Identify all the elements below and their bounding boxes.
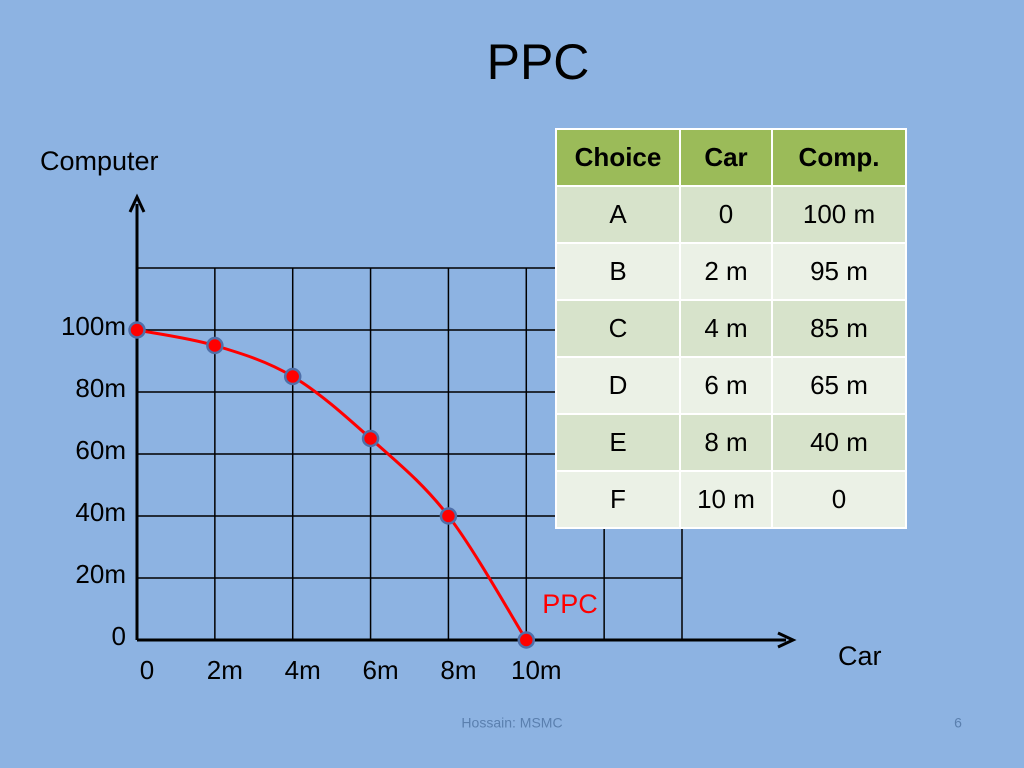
table-cell: 100 m xyxy=(771,185,907,244)
y-tick-label: 60m xyxy=(75,435,126,465)
data-point xyxy=(439,507,458,525)
data-point xyxy=(206,336,224,355)
header-cell: Car xyxy=(679,128,773,187)
table-cell: 8 m xyxy=(679,413,773,472)
table-cell: D xyxy=(555,356,681,415)
data-point xyxy=(361,429,380,448)
table-cell: B xyxy=(555,242,681,301)
series-label: PPC xyxy=(542,589,598,619)
y-axis-arrow xyxy=(128,193,146,213)
table-cell: F xyxy=(555,470,681,529)
y-tick-label: 80m xyxy=(75,373,126,403)
x-axis-arrow xyxy=(777,631,797,649)
footer: Hossain: MSMC xyxy=(461,715,562,731)
y-tick-label: 100m xyxy=(61,311,126,341)
header-cell: Choice xyxy=(555,128,681,187)
x-tick-label: 10m xyxy=(511,655,562,685)
table-cell: E xyxy=(555,413,681,472)
y-axis-label: Computer xyxy=(40,146,159,176)
table-header: Choice Car Comp. xyxy=(555,128,907,187)
x-tick-label: 0 xyxy=(140,655,154,685)
table-cell: 4 m xyxy=(679,299,773,358)
table-cell: 2 m xyxy=(679,242,773,301)
x-tick-label: 2m xyxy=(207,655,243,685)
table-cell: 40 m xyxy=(771,413,907,472)
table-cell: 0 xyxy=(771,470,907,529)
table-cell: 95 m xyxy=(771,242,907,301)
x-tick-label: 8m xyxy=(440,655,476,685)
data-point xyxy=(517,631,536,649)
table-cell: A xyxy=(555,185,681,244)
table-cell: 0 xyxy=(679,185,773,244)
table-cell: C xyxy=(555,299,681,358)
x-axis-label: Car xyxy=(838,641,882,671)
table-cell: 85 m xyxy=(771,299,907,358)
table-row: A 0 100 m xyxy=(555,185,907,244)
x-tick-label: 6m xyxy=(363,655,399,685)
data-point xyxy=(128,321,146,339)
page-number: 6 xyxy=(954,715,962,731)
header-cell: Comp. xyxy=(771,128,907,187)
slide-title: PPC xyxy=(487,34,590,90)
y-tick-label: 20m xyxy=(75,559,126,589)
data-point xyxy=(283,367,302,386)
table-cell: 65 m xyxy=(771,356,907,415)
x-tick-label: 4m xyxy=(285,655,321,685)
ppc-curve xyxy=(136,328,528,641)
table-cell: 6 m xyxy=(679,356,773,415)
table-cell: 10 m xyxy=(679,470,773,529)
y-tick-label: 40m xyxy=(75,497,126,527)
y-tick-label: 0 xyxy=(112,621,126,651)
